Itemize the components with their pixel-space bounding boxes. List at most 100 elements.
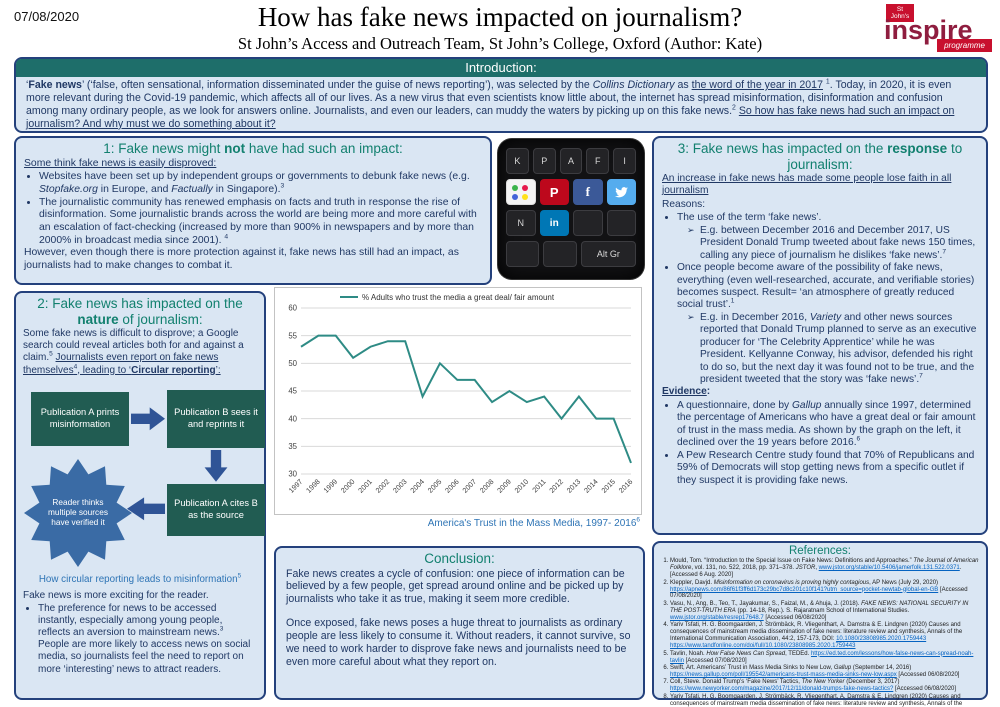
section3-body: An increase in fake news has made some p… [654,173,986,491]
section1-lead: Some think fake news is easily disproved… [24,157,217,169]
section3-heading-pre: 3: Fake news has impacted on the [677,141,888,156]
svg-text:1997: 1997 [287,477,305,495]
reference-item: Mould, Tom. “Introduction to the Special… [670,558,981,579]
svg-text:40: 40 [288,414,297,423]
reference-item: Yariv Tsfati, H. G. Boomgaarden, J. Strö… [670,694,981,707]
section1-bullet-list: Websites have been set up by independent… [24,171,482,247]
chart-caption: America's Trust in the Mass Media, 1997-… [427,516,640,529]
svg-text:2009: 2009 [495,477,513,495]
section2-heading-pre: 2: Fake news has impacted on the [37,296,243,311]
references-heading: References: [788,545,851,557]
key-letter: F [586,148,610,174]
page-subtitle: St John’s Access and Outreach Team, St J… [237,34,763,53]
reference-item: Swift, Art. Americans’ Trust in Mass Med… [670,665,981,679]
references-list: Mould, Tom. “Introduction to the Special… [654,558,986,707]
svg-text:2012: 2012 [547,477,565,495]
dice-key-icon [506,179,536,205]
section2-heading: 2: Fake news has impacted on the nature … [22,296,258,327]
list-item: A questionnaire, done by Gallup annually… [677,400,978,450]
svg-text:45: 45 [288,387,297,396]
section2-heading-emphasis: nature [77,311,119,327]
key-blank [506,241,540,267]
svg-text:2003: 2003 [391,477,409,495]
list-item: The preference for news to be accessed i… [38,603,257,676]
flow-node-publication-a: Publication A prints misinformation [31,391,129,446]
sub-list-item: E.g. in December 2016, Variety and other… [687,312,978,387]
svg-text:2015: 2015 [599,477,617,495]
key-blank [606,210,636,236]
svg-text:35: 35 [288,442,297,451]
references-panel: References: Mould, Tom. “Introduction to… [652,541,988,707]
section2-panel: 2: Fake news has impacted on the nature … [14,291,266,700]
svg-text:2013: 2013 [565,477,583,495]
flow-caption: How circular reporting leads to misinfor… [38,572,242,585]
logo-stjohns-label: St John's [886,4,914,23]
svg-text:2002: 2002 [374,477,392,495]
section2-body: Some fake news is difficult to disprove;… [16,328,265,679]
conclusion-body: Fake news creates a cycle of confusion: … [276,568,643,684]
flow-node-publication-b: Publication B sees it and reprints it [167,389,265,448]
dice-dots-icon [512,184,529,200]
key-letter: I [613,148,636,174]
section3-lead: An increase in fake news has made some p… [662,173,952,197]
social-media-keyboard-image: K P A F I P f N in Alt [498,139,644,279]
arrow-right-icon [131,407,165,431]
inspire-programme-logo: St John's inspire programme [880,4,992,54]
svg-text:60: 60 [288,304,297,313]
svg-text:1998: 1998 [304,477,322,495]
keyboard-row: K P A F I [506,148,636,174]
section3-panel: 3: Fake news has impacted on the respons… [652,136,988,535]
introduction-body: ‘Fake news’ (‘false, often sensational, … [26,78,955,130]
section3-evidence-list: A questionnaire, done by Gallup annually… [662,400,978,487]
reference-item: Yariv Tsfati, H. G. Boomgaarden, J. Strö… [670,622,981,650]
section3-heading: 3: Fake news has impacted on the respons… [660,141,980,172]
section1-heading-post: have had such an impact: [245,141,403,156]
section3-heading-emphasis: response [887,141,948,156]
key-blank [573,210,603,236]
svg-text:% Adults who trust the media a: % Adults who trust the media a great dea… [362,293,555,302]
section2-intro: Some fake news is difficult to disprove;… [23,328,244,376]
svg-text:2007: 2007 [460,477,478,495]
sub-list: E.g. between December 2016 and December … [677,225,978,262]
reference-item: Coll, Steve. Donald Trump’s ‘Fake News’ … [670,679,981,693]
flow-node-publication-a-cites: Publication A cites B as the source [167,483,265,536]
sub-list-item: E.g. between December 2016 and December … [687,225,978,262]
conclusion-paragraph-1: Fake news creates a cycle of confusion: … [286,567,625,606]
section3-heading-post: to journalism: [787,141,963,172]
list-item: Once people become aware of the possibil… [677,262,978,386]
list-item: Websites have been set up by independent… [39,171,482,196]
logo-programme-banner: programme [937,39,992,52]
svg-text:2006: 2006 [443,477,461,495]
poster-date: 07/08/2020 [14,9,80,24]
reader-starburst: Reader thinks multiple sources have veri… [23,458,133,568]
reason-text: Once people become aware of the possibil… [677,262,975,311]
svg-text:2016: 2016 [617,477,635,495]
section1-body: Some think fake news is easily disproved… [16,158,490,278]
introduction-heading: Introduction: [16,59,986,77]
linkedin-key-icon: in [539,210,569,236]
arrow-down-icon [204,449,228,482]
pinterest-key-icon: P [539,179,569,205]
svg-text:2010: 2010 [513,477,531,495]
section3-reasons-label: Reasons: [662,198,706,210]
svg-text:30: 30 [288,470,297,479]
svg-text:1999: 1999 [321,477,339,495]
twitter-key-icon [606,179,636,205]
svg-text:50: 50 [288,359,297,368]
section3-evidence-label: Evidence: [662,386,711,398]
section3-reason-list: The use of the term ‘fake news’. E.g. be… [662,212,978,386]
list-item: The use of the term ‘fake news’. E.g. be… [677,212,978,262]
svg-text:2008: 2008 [478,477,496,495]
reference-item: Tavlin, Noah. How False News Can Spread,… [670,651,981,665]
section2-heading-post: of journalism: [118,311,203,327]
svg-text:2011: 2011 [530,477,547,494]
list-item: The journalistic community has renewed e… [39,197,482,248]
svg-text:2004: 2004 [408,477,426,495]
key-letter: N [506,210,536,236]
section1-panel: 1: Fake news might not have had such an … [14,136,492,285]
conclusion-paragraph-2: Once exposed, fake news poses a huge thr… [286,617,631,669]
circular-reporting-diagram: Publication A prints misinformation Publ… [23,380,265,572]
reference-item: Vasu, N., Ang, B., Teo, T., Jayakumar, S… [670,601,981,622]
